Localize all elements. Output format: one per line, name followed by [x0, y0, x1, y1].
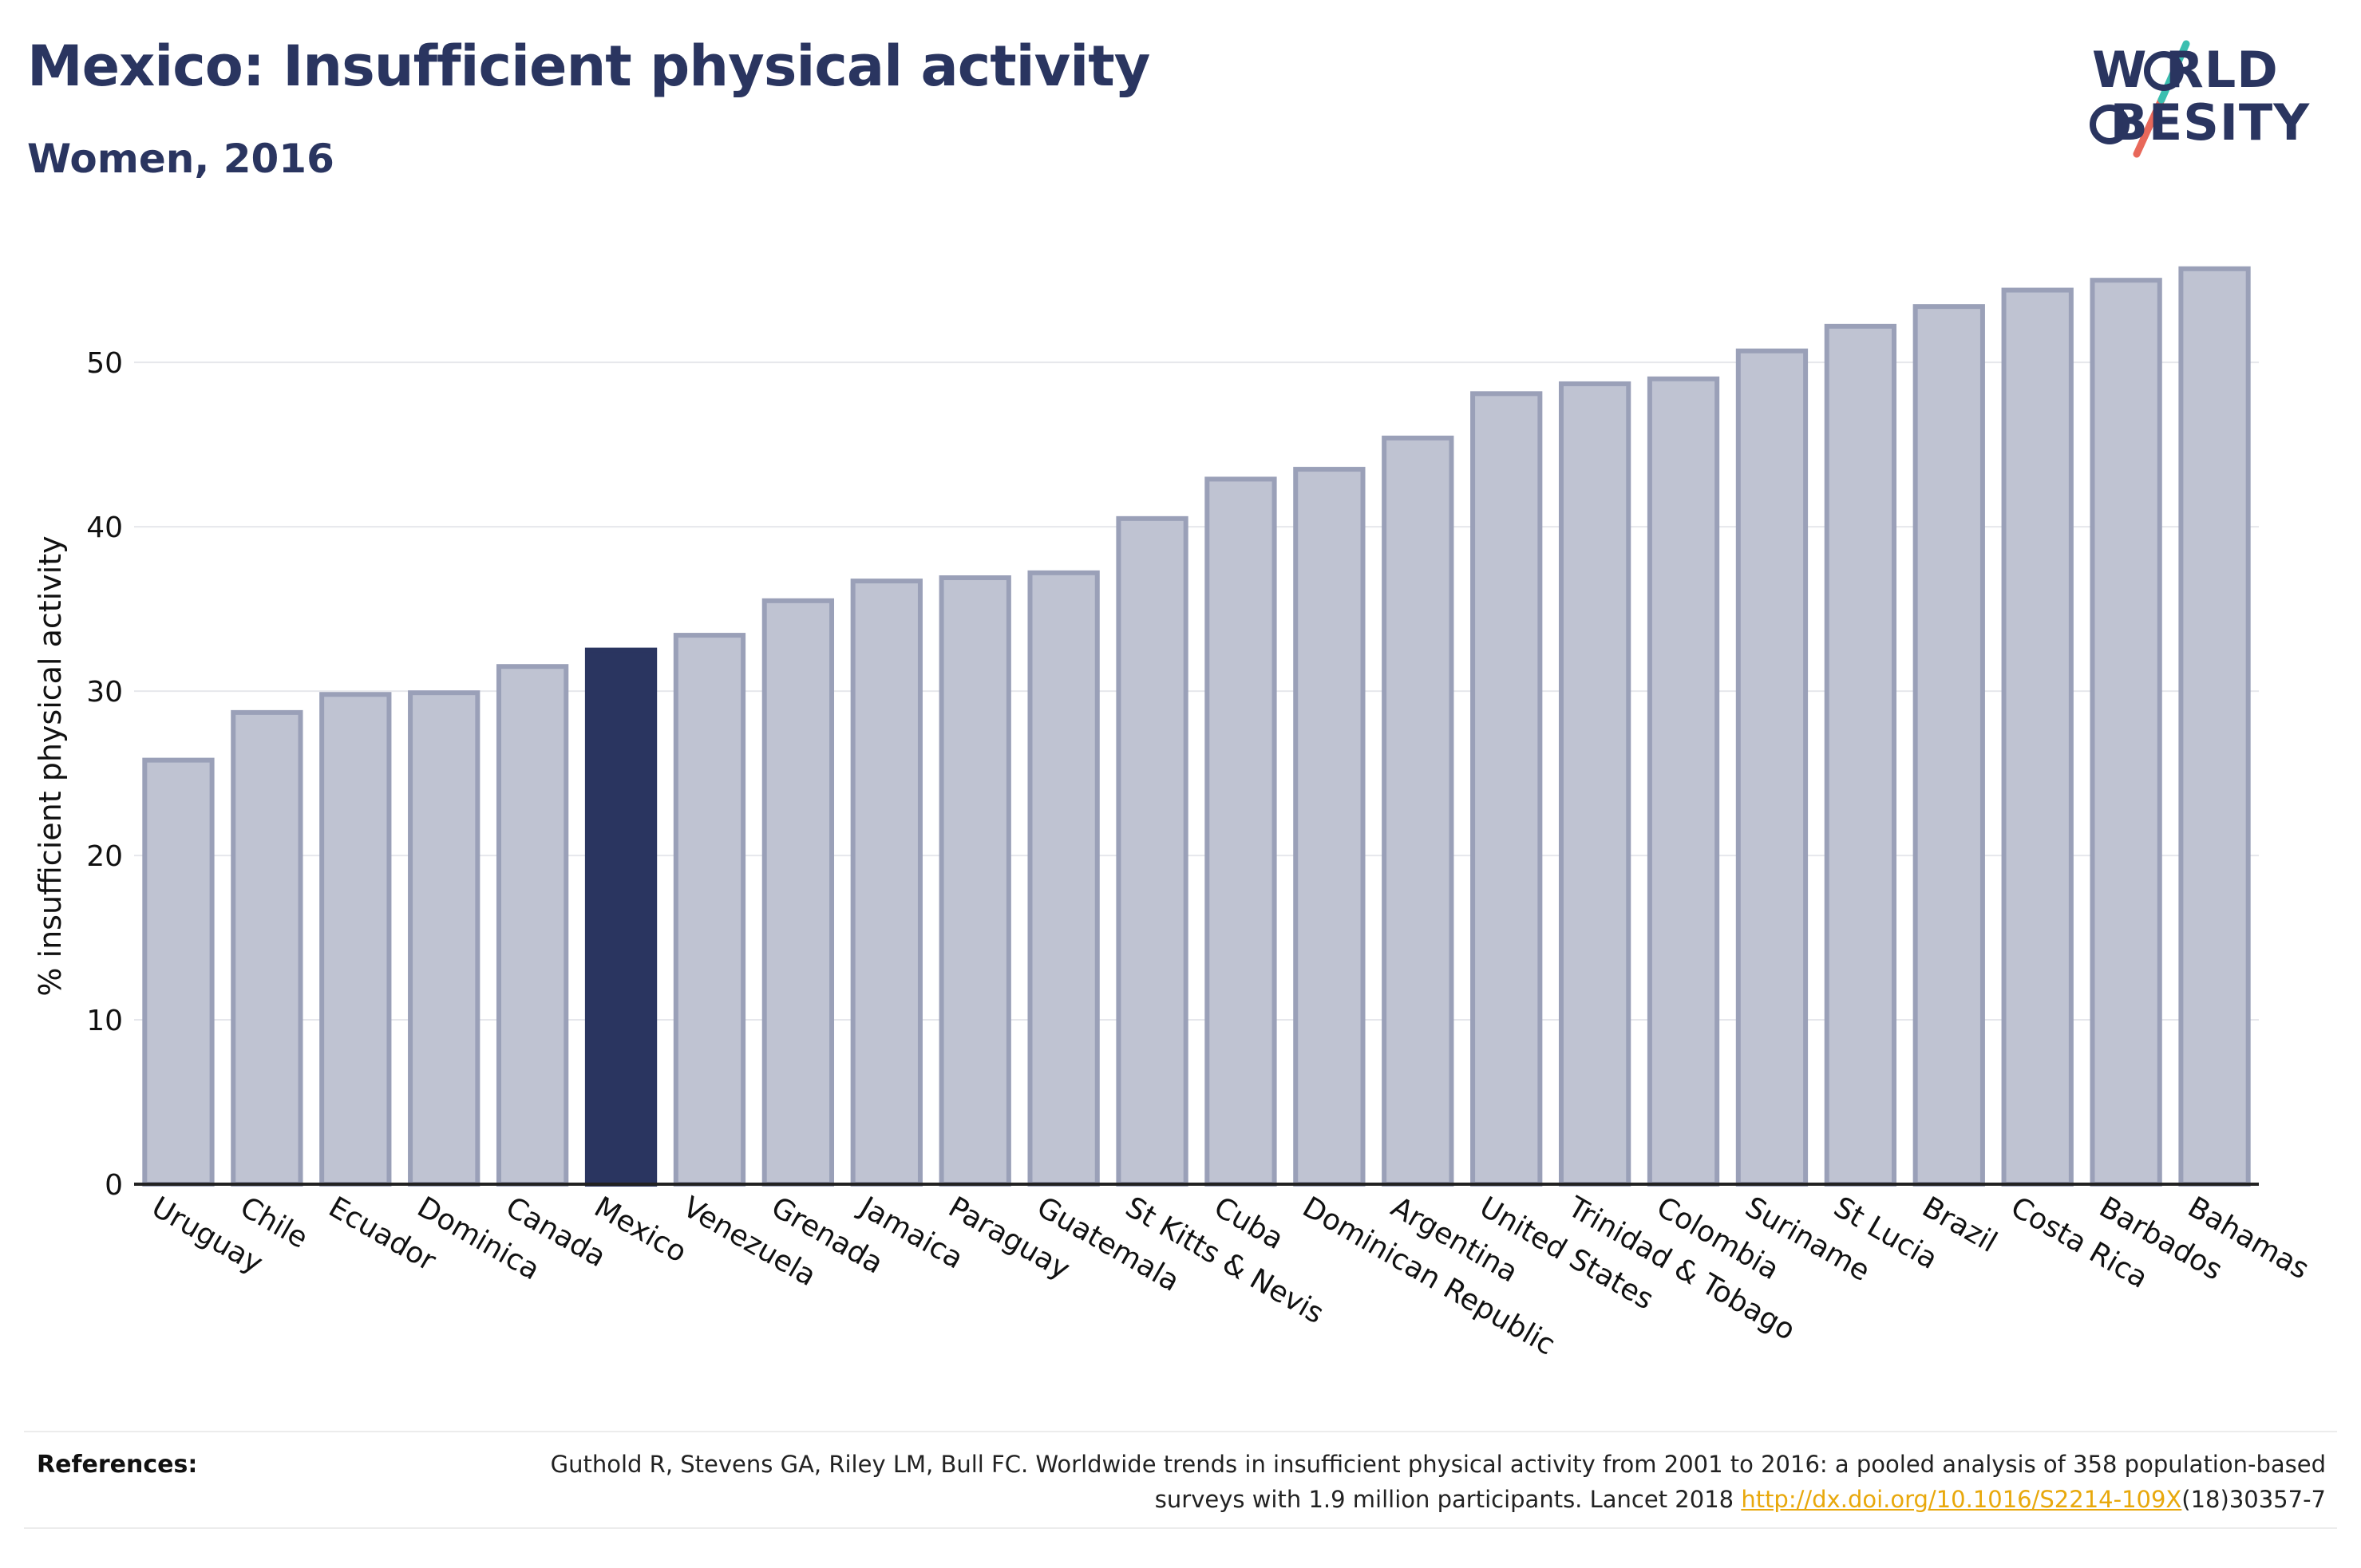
bar-paraguay — [939, 575, 1011, 1187]
bar-uruguay — [142, 757, 215, 1187]
y-tick-label: 10 — [86, 1005, 123, 1037]
bar-cuba — [1204, 476, 1277, 1187]
y-tick-label: 40 — [86, 511, 123, 544]
bar-chile — [231, 709, 303, 1187]
logo-word-obesity: BESITY — [2092, 93, 2311, 152]
bar-trinidad-tobago — [1558, 381, 1631, 1187]
bar-canada — [496, 664, 569, 1187]
references-label: References: — [37, 1451, 198, 1479]
grid-lines — [134, 361, 2259, 1021]
bars — [142, 266, 2251, 1187]
y-tick-label: 0 — [105, 1169, 123, 1202]
references-top-rule — [24, 1431, 2337, 1432]
chart-subtitle: Women, 2016 — [27, 136, 334, 182]
bar-st-kitts-nevis — [1116, 515, 1188, 1187]
y-tick-labels: 0 10 20 30 40 50 — [86, 347, 123, 1202]
bar-suriname — [1735, 348, 1809, 1187]
bar-bahamas — [2178, 266, 2251, 1187]
reference-citation: Guthold R, Stevens GA, Riley LM, Bull FC… — [550, 1451, 2326, 1513]
y-axis-label: % insufficient physical activity — [33, 535, 68, 996]
bar-guatemala — [1027, 570, 1100, 1187]
reference-doi-link[interactable]: http://dx.doi.org/10.1016/S2214-109X — [1741, 1486, 2182, 1513]
logo-word-world: W RLD — [2092, 41, 2279, 99]
bar-venezuela — [673, 633, 746, 1187]
bar-barbados — [2090, 278, 2162, 1187]
bar-ecuador — [319, 692, 392, 1187]
bar-dominica — [408, 690, 481, 1187]
bar-united-states — [1470, 391, 1543, 1187]
world-obesity-logo: W RLD BESITY — [2087, 36, 2351, 172]
bar-colombia — [1647, 376, 1720, 1187]
y-tick-label: 30 — [86, 676, 123, 709]
y-tick-label: 20 — [86, 840, 123, 873]
logo-ring-icons — [2090, 51, 2184, 144]
references-text: Guthold R, Stevens GA, Riley LM, Bull FC… — [490, 1447, 2326, 1517]
bar-grenada — [761, 598, 835, 1187]
references-bottom-rule — [24, 1527, 2337, 1529]
chart-title: Mexico: Insufficient physical activity — [27, 34, 1150, 99]
bar-brazil — [1912, 304, 1985, 1187]
bar-jamaica — [850, 579, 923, 1187]
reference-citation-suffix: (18)30357-7 — [2181, 1486, 2326, 1513]
bar-dominican-republic — [1293, 467, 1366, 1187]
bar-mexico — [584, 647, 658, 1187]
bar-costa-rica — [2001, 287, 2074, 1187]
bar-st-lucia — [1824, 323, 1897, 1187]
bar-argentina — [1382, 435, 1454, 1187]
y-tick-label: 50 — [86, 347, 123, 380]
